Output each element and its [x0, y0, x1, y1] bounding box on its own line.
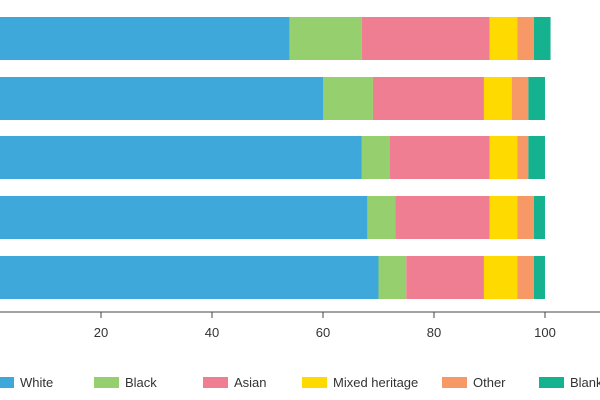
x-axis-ticks: 20 40 60 80 100	[94, 312, 556, 340]
bar-segment-other-row-3	[517, 136, 529, 179]
bar-segment-white-row-2	[0, 77, 323, 120]
bar-segment-blank-row-4	[533, 196, 545, 239]
bar-segment-other-row-2	[511, 77, 529, 120]
legend-label: Asian	[234, 375, 267, 390]
legend-swatch	[0, 377, 14, 388]
bar-segment-mixed-heritage-row-4	[489, 196, 518, 239]
bar-segment-black-row-3	[361, 136, 390, 179]
legend-swatch	[539, 377, 564, 388]
bar-segment-blank-row-5	[533, 256, 545, 299]
bar-segment-asian-row-3	[389, 136, 490, 179]
bar-segment-black-row-4	[367, 196, 396, 239]
bar-segment-black-row-5	[378, 256, 407, 299]
legend: White Black Asian Mixed heritage Other Blank	[0, 375, 600, 390]
bar-segment-white-row-3	[0, 136, 362, 179]
bar-segment-mixed-heritage-row-2	[483, 77, 512, 120]
x-tick-label: 40	[205, 325, 219, 340]
legend-swatch	[203, 377, 228, 388]
bar-segment-blank-row-1	[533, 17, 551, 60]
x-tick-label: 20	[94, 325, 108, 340]
bar-segment-other-row-4	[517, 196, 534, 239]
bar-segment-white-row-5	[0, 256, 379, 299]
legend-label: Other	[473, 375, 506, 390]
bar-segment-white-row-1	[0, 17, 290, 60]
legend-label: Black	[125, 375, 157, 390]
x-tick-label: 80	[427, 325, 441, 340]
bar-segment-blank-row-3	[528, 136, 545, 179]
bar-segment-other-row-1	[517, 17, 534, 60]
bars-group	[0, 17, 551, 299]
bar-segment-mixed-heritage-row-1	[489, 17, 518, 60]
bar-segment-black-row-2	[323, 77, 373, 120]
x-tick-label: 60	[316, 325, 330, 340]
bar-segment-black-row-1	[289, 17, 362, 60]
bar-segment-mixed-heritage-row-3	[489, 136, 518, 179]
legend-label: White	[20, 375, 53, 390]
bar-segment-mixed-heritage-row-5	[483, 256, 518, 299]
legend-swatch	[302, 377, 327, 388]
bar-segment-white-row-4	[0, 196, 368, 239]
legend-label: Mixed heritage	[333, 375, 418, 390]
bar-segment-asian-row-4	[395, 196, 490, 239]
bar-segment-asian-row-2	[372, 77, 484, 120]
legend-label: Blank	[570, 375, 600, 390]
bar-segment-asian-row-1	[361, 17, 490, 60]
bar-segment-asian-row-5	[406, 256, 484, 299]
legend-swatch	[94, 377, 119, 388]
legend-swatch	[442, 377, 467, 388]
bar-segment-blank-row-2	[528, 77, 545, 120]
x-tick-label: 100	[534, 325, 556, 340]
bar-segment-other-row-5	[517, 256, 534, 299]
